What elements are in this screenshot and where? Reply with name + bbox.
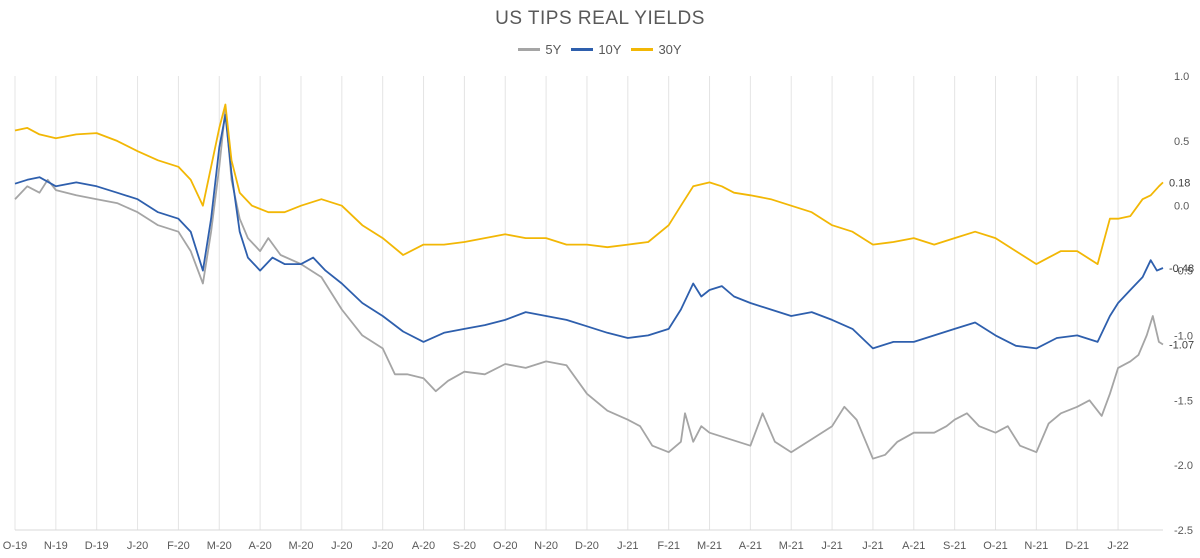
- y-tick-label: 0.5: [1174, 136, 1189, 148]
- y-axis: 1.0 0.5 0.0 -0.5 -1.0 -1.5 -2.0 -2.5: [1174, 71, 1193, 537]
- x-tick-label: O-21: [983, 540, 1007, 552]
- x-tick-label: A-20: [412, 540, 435, 552]
- x-tick-label: F-20: [167, 540, 190, 552]
- x-tick-label: N-21: [1024, 540, 1048, 552]
- legend-item-10y: 10Y: [571, 42, 621, 57]
- y-tick-label: -2.5: [1174, 525, 1193, 537]
- end-label-30y: 0.18: [1169, 177, 1190, 189]
- x-tick-label: S-20: [453, 540, 476, 552]
- y-tick-label: 0.0: [1174, 201, 1189, 213]
- x-tick-label: J-21: [617, 540, 638, 552]
- x-tick-label: J-20: [127, 540, 148, 552]
- x-tick-label: A-21: [902, 540, 925, 552]
- y-tick-label: -0.5: [1174, 266, 1193, 278]
- x-tick-label: A-20: [248, 540, 271, 552]
- end-labels: -1.07 -0.48 0.18: [1169, 177, 1194, 351]
- x-tick-label: M-21: [779, 540, 804, 552]
- x-tick-label: S-21: [943, 540, 966, 552]
- x-tick-label: D-21: [1065, 540, 1089, 552]
- x-axis: O-19 N-19 D-19 J-20 F-20 M-20 A-20 M-20 J-20 J-20…: [3, 540, 1129, 552]
- x-tick-label: J-21: [862, 540, 883, 552]
- x-tick-label: D-19: [85, 540, 109, 552]
- x-tick-label: D-20: [575, 540, 599, 552]
- x-tick-label: J-20: [372, 540, 393, 552]
- legend-item-30y: 30Y: [631, 42, 682, 57]
- x-tick-label: F-21: [657, 540, 680, 552]
- series-line-5y: [14, 107, 1164, 460]
- series-line-30y: [14, 103, 1164, 265]
- end-label-10y: -0.48: [1169, 263, 1194, 275]
- x-tick-label: J-22: [1107, 540, 1128, 552]
- y-tick-label: -2.0: [1174, 460, 1193, 472]
- legend-label-10y: 10Y: [598, 42, 622, 57]
- legend-label-30y: 30Y: [658, 42, 682, 57]
- series-line-10y: [14, 114, 1164, 350]
- x-tick-label: N-19: [44, 540, 68, 552]
- x-tick-label: M-20: [207, 540, 232, 552]
- x-tick-label: M-20: [288, 540, 313, 552]
- y-tick-label: -1.5: [1174, 395, 1193, 407]
- x-tick-label: A-21: [739, 540, 762, 552]
- legend-swatch-5y: [518, 48, 541, 51]
- y-tick-label: 1.0: [1174, 71, 1189, 83]
- x-tick-label: O-19: [3, 540, 27, 552]
- legend-item-5y: 5Y: [518, 42, 561, 57]
- legend-swatch-30y: [631, 48, 654, 51]
- chart-title: US TIPS REAL YIELDS: [495, 8, 705, 29]
- legend-swatch-10y: [571, 48, 594, 51]
- x-tick-label: J-20: [331, 540, 352, 552]
- end-label-5y: -1.07: [1169, 340, 1194, 352]
- grid: [14, 76, 1163, 531]
- x-tick-label: J-21: [821, 540, 842, 552]
- y-tick-label: -1.0: [1174, 330, 1193, 342]
- series-layer: [14, 103, 1164, 460]
- x-tick-label: O-20: [493, 540, 517, 552]
- legend-label-5y: 5Y: [545, 42, 562, 57]
- legend: 5Y 10Y 30Y: [0, 42, 1200, 57]
- x-tick-label: N-20: [534, 540, 558, 552]
- x-tick-label: M-21: [697, 540, 722, 552]
